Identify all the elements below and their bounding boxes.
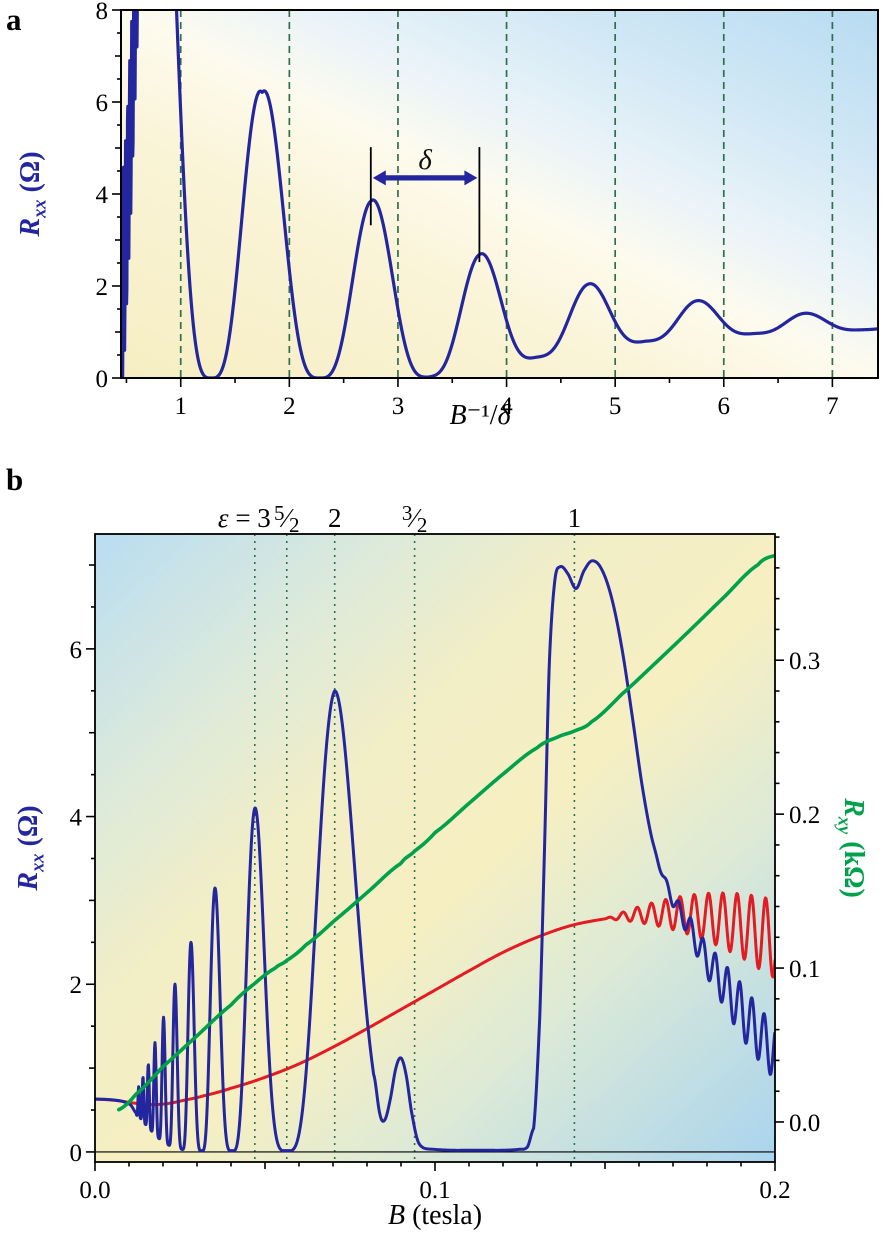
tick-label: 4 bbox=[96, 182, 109, 209]
delta-annotation-label: δ bbox=[418, 144, 432, 176]
tick-label: 6 bbox=[718, 393, 731, 420]
panel-a-y-axis-title: Rxx (Ω) bbox=[15, 151, 50, 237]
rxx-curve-a bbox=[121, 10, 878, 378]
tick-label: 5 bbox=[609, 393, 622, 420]
tick-label: 2 bbox=[283, 393, 296, 420]
panel-b-left-y-axis-title: Rxx (Ω) bbox=[13, 805, 48, 891]
epsilon-label: 2 bbox=[328, 503, 342, 533]
tick-label: 0.3 bbox=[789, 648, 820, 675]
tick-label: 7 bbox=[826, 393, 839, 420]
panel-a-x-axis-title: B⁻¹/δ bbox=[449, 398, 510, 432]
tick-label: 0.0 bbox=[789, 1110, 820, 1137]
b-unit: (tesla) bbox=[405, 1200, 483, 1231]
delta-arrowhead-left bbox=[372, 170, 386, 186]
tick-label: 4 bbox=[70, 805, 83, 832]
delta-spacing-annotation: δ bbox=[369, 144, 481, 263]
tick-label: 2 bbox=[96, 274, 109, 301]
panel-a-axis-ticks: 1 2 3 4 5 6 7 0 2 4 6 8 bbox=[96, 0, 839, 420]
tick-label: 3 bbox=[392, 393, 405, 420]
rxy-unit: (kΩ) bbox=[838, 834, 869, 898]
panel-a-plot-area bbox=[121, 10, 878, 378]
epsilon-guide-lines: ε = 3 5⁄2 2 3⁄2 1 bbox=[218, 501, 581, 1162]
tick-label: 0.2 bbox=[789, 802, 820, 829]
panel-b-letter: b bbox=[6, 462, 24, 497]
tick-label: 2 bbox=[70, 972, 83, 999]
rxx-curve-b bbox=[95, 559, 775, 1153]
tick-label: 0.0 bbox=[79, 1177, 110, 1204]
tick-label: 6 bbox=[96, 90, 109, 117]
delta-arrowhead-right bbox=[464, 170, 478, 186]
tick-label: 8 bbox=[96, 0, 109, 25]
panel-b-right-y-axis-title: Rxy (kΩ) bbox=[834, 798, 869, 898]
rxx-subscript: xx bbox=[27, 853, 48, 872]
tick-label: 0 bbox=[70, 1140, 83, 1167]
delta-symbol: δ bbox=[497, 400, 511, 431]
tick-label: 0.1 bbox=[789, 956, 820, 983]
rxx-subscript: xx bbox=[29, 199, 50, 218]
panel-b-x-axis-title: B (tesla) bbox=[388, 1200, 482, 1232]
rxy-curve bbox=[117, 553, 775, 1112]
rxy-subscript: xy bbox=[834, 816, 855, 835]
tick-label: 1 bbox=[174, 393, 187, 420]
b-symbol: B bbox=[449, 400, 467, 431]
epsilon-label: 1 bbox=[568, 503, 582, 533]
rxx-symbol: R bbox=[15, 217, 46, 237]
rxy-symbol: R bbox=[838, 798, 869, 817]
tick-label: 6 bbox=[70, 637, 83, 664]
epsilon-label: ε = 3 bbox=[218, 503, 271, 533]
tick-label: 0 bbox=[96, 366, 109, 393]
b-symbol: B bbox=[387, 1200, 406, 1231]
rxx-unit: (Ω) bbox=[15, 151, 46, 200]
rxx-unit: (Ω) bbox=[13, 805, 44, 854]
epsilon-label: 3⁄2 bbox=[402, 501, 428, 537]
rxx-symbol: R bbox=[13, 871, 44, 891]
tick-label: 4 bbox=[500, 393, 513, 420]
tick-label: 0.1 bbox=[419, 1177, 450, 1204]
epsilon-label: 5⁄2 bbox=[274, 501, 300, 537]
b-exponent: ⁻¹/ bbox=[466, 400, 498, 431]
panel-a-dashed-gridlines bbox=[179, 10, 834, 378]
panel-b-axis-ticks: 0.0 0.1 0.2 0 2 4 6 0.0 0.1 0.2 0.3 bbox=[70, 536, 820, 1204]
panel-a-letter: a bbox=[6, 2, 22, 37]
panel-b-plot-area bbox=[95, 534, 775, 1162]
tick-label: 0.2 bbox=[759, 1177, 790, 1204]
